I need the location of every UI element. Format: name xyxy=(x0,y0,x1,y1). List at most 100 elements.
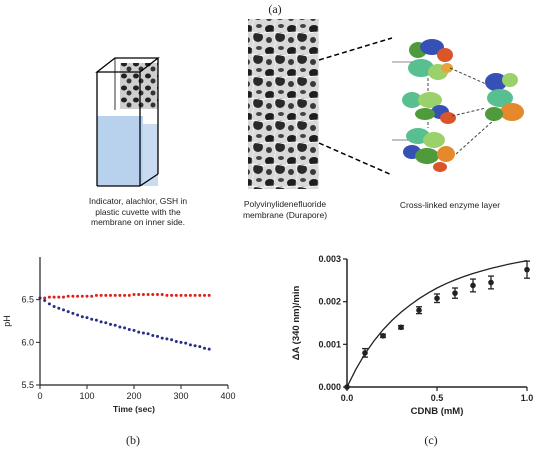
y-tick-label: 6.0 xyxy=(21,337,34,347)
data-point-series-2 xyxy=(118,325,122,329)
data-point xyxy=(398,324,404,331)
data-point-series-2 xyxy=(132,328,136,332)
data-point-series-2 xyxy=(146,332,150,336)
data-point-series-1 xyxy=(57,295,61,299)
data-point-series-2 xyxy=(52,304,56,308)
data-point-series-1 xyxy=(99,293,103,297)
data-point-series-1 xyxy=(66,294,70,298)
data-point-series-1 xyxy=(198,293,202,297)
membrane-caption-line-1: Polyvinylidenefluoride xyxy=(243,199,327,209)
data-point xyxy=(434,295,440,302)
data-point-series-2 xyxy=(94,318,98,322)
data-point-series-2 xyxy=(141,331,145,335)
data-point-series-1 xyxy=(127,293,131,297)
data-point-series-2 xyxy=(184,341,188,345)
enzyme-lower-left xyxy=(403,128,455,172)
data-point-series-1 xyxy=(141,293,145,297)
data-point-series-2 xyxy=(137,330,141,334)
data-point-series-2 xyxy=(90,317,94,321)
data-point xyxy=(524,266,530,273)
data-point-series-2 xyxy=(85,316,89,320)
data-point-series-2 xyxy=(156,334,159,338)
data-point-series-1 xyxy=(151,293,155,297)
enzyme-upper-left xyxy=(402,92,456,124)
data-point-series-1 xyxy=(193,293,197,297)
data-point-series-2 xyxy=(113,323,117,327)
data-point-series-1 xyxy=(170,293,174,297)
data-point-series-2 xyxy=(80,315,84,319)
data-point-series-2 xyxy=(71,311,75,315)
panel-label-a: (a) xyxy=(268,2,282,16)
data-point-series-2 xyxy=(151,334,155,338)
data-point-series-1 xyxy=(188,293,192,297)
data-point-series-1 xyxy=(52,295,56,299)
data-point-series-1 xyxy=(109,293,112,297)
data-point-series-1 xyxy=(71,294,75,298)
zoom-lines xyxy=(318,37,393,176)
x-tick-label: 200 xyxy=(126,391,141,401)
y-tick-label: 0.001 xyxy=(318,339,341,349)
data-point-series-1 xyxy=(94,293,98,297)
data-point xyxy=(470,282,476,289)
data-point-series-2 xyxy=(38,296,42,300)
cuvette-caption-line-2: plastic cuvette with the xyxy=(95,206,181,217)
cuvette-caption: Indicator, alachlor, GSH in plastic cuve… xyxy=(68,196,208,228)
data-point xyxy=(380,333,386,339)
data-point xyxy=(488,279,494,286)
cuvette-membrane xyxy=(120,63,158,109)
data-point-series-2 xyxy=(127,328,131,332)
x-axis-label: CDNB (mM) xyxy=(411,406,464,417)
data-point-series-1 xyxy=(174,293,178,297)
x-tick-label: 0 xyxy=(37,391,42,401)
y-tick-label: 6.5 xyxy=(21,295,34,305)
cuvette-liquid xyxy=(97,116,143,186)
data-point-series-1 xyxy=(123,293,127,297)
y-tick-label: 5.5 xyxy=(21,380,34,390)
data-point-series-1 xyxy=(179,293,183,297)
membrane-sem-image xyxy=(248,19,319,189)
cuvette-drawing xyxy=(95,57,160,187)
membrane-caption: Polyvinylidenefluoride membrane (Durapor… xyxy=(226,199,344,220)
data-point-series-2 xyxy=(57,306,61,310)
x-tick-label: 100 xyxy=(79,391,94,401)
data-point-series-2 xyxy=(170,338,174,342)
data-point-series-1 xyxy=(43,296,47,300)
data-point-series-2 xyxy=(76,313,80,317)
enzyme-caption: Cross-linked enzyme layer xyxy=(399,200,501,210)
panel-label-c: (c) xyxy=(424,433,438,447)
data-point xyxy=(452,290,458,296)
data-point-series-1 xyxy=(203,293,206,297)
data-point xyxy=(362,350,368,356)
enzyme-middle-right xyxy=(485,73,524,121)
x-tick-label: 400 xyxy=(220,391,235,401)
enzyme-top xyxy=(408,39,453,80)
data-point-series-2 xyxy=(104,321,108,325)
data-point-series-1 xyxy=(80,294,84,298)
x-tick-label: 300 xyxy=(173,391,188,401)
data-point-series-2 xyxy=(174,339,178,343)
fit-curve xyxy=(346,260,528,388)
data-point xyxy=(416,307,422,314)
cuvette-caption-line-1: Indicator, alachlor, GSH in xyxy=(88,196,188,206)
data-point-series-1 xyxy=(132,293,136,297)
data-point-series-2 xyxy=(179,340,183,344)
data-point-series-1 xyxy=(160,293,164,297)
data-point-series-2 xyxy=(193,344,197,348)
data-point-series-2 xyxy=(43,299,47,303)
membrane-caption-line-2: membrane (Durapore) xyxy=(242,209,328,220)
y-tick-label: 0.003 xyxy=(318,254,341,264)
data-point-series-1 xyxy=(62,295,65,299)
data-point-series-2 xyxy=(109,322,112,326)
y-axis-label: ΔA (340 nm)/min xyxy=(291,286,302,361)
data-point-series-2 xyxy=(203,346,206,350)
data-point-series-1 xyxy=(76,294,80,298)
data-point-series-1 xyxy=(90,294,94,298)
data-point-series-2 xyxy=(66,310,70,314)
x-tick-label: 0.5 xyxy=(431,393,444,403)
x-tick-label: 0.0 xyxy=(341,393,354,403)
data-point-series-1 xyxy=(104,293,108,297)
data-point-series-2 xyxy=(47,302,51,306)
